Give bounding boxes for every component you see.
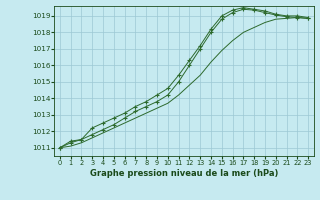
X-axis label: Graphe pression niveau de la mer (hPa): Graphe pression niveau de la mer (hPa) (90, 169, 278, 178)
